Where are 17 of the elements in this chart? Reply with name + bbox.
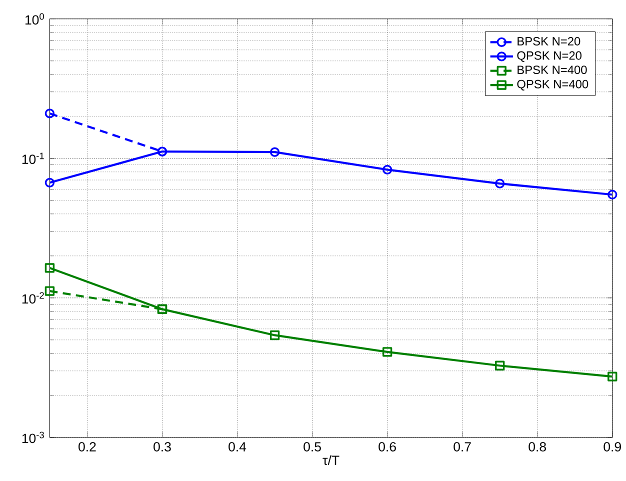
- legend-label: BPSK N=400: [518, 66, 587, 74]
- legend-label: BPSK N=20: [518, 36, 580, 46]
- legend-label: QPSK N=400: [517, 80, 588, 90]
- x-tick-label: 0.6: [378, 442, 396, 452]
- x-tick-label: 0.3: [154, 442, 171, 452]
- y-tick-label: 10$^{-1}$: [22, 152, 44, 164]
- x-tick-label: 0.5: [304, 442, 321, 452]
- y-tick-label: 10$^{0}$: [25, 13, 44, 25]
- x-tick-label: 0.7: [454, 442, 471, 452]
- x-tick-label: 0.8: [528, 442, 546, 452]
- legend-label: QPSK N=20: [517, 51, 582, 62]
- x-axis-title: τ/T: [322, 455, 340, 465]
- y-tick-label: 10$^{-2}$: [22, 292, 44, 304]
- x-tick-label: 0.2: [78, 442, 96, 452]
- x-tick-label: 0.9: [604, 442, 621, 452]
- x-tick-label: 0.4: [228, 442, 246, 452]
- y-tick-label: 10$^{-3}$: [22, 432, 44, 444]
